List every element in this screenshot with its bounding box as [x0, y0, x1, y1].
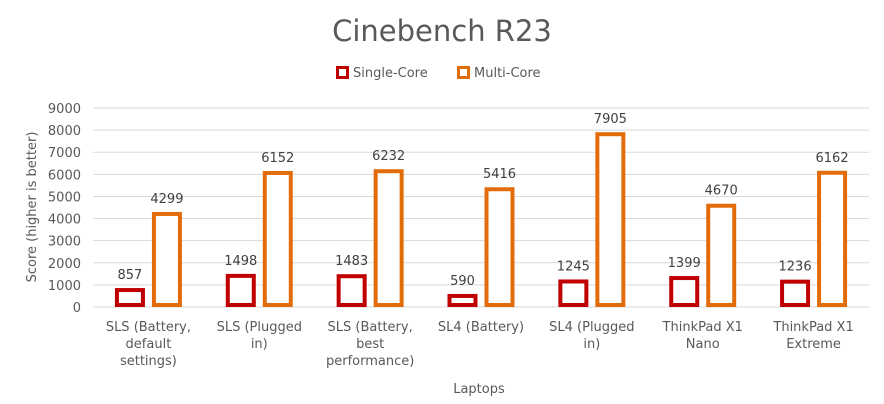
bar-multi-core	[817, 170, 848, 307]
legend-label: Multi-Core	[474, 66, 541, 81]
y-axis-ticks: 0 1000 2000 3000 4000 5000 6000 7000 8000 9000	[48, 102, 81, 316]
x-tick-label: SLS (Battery, default settings)	[106, 320, 191, 369]
y-tick-label: 5000	[48, 190, 81, 205]
y-tick-label: 4000	[48, 213, 81, 228]
y-tick-label: 0	[73, 301, 81, 316]
legend-label: Single-Core	[353, 66, 428, 81]
bar-single-core	[780, 279, 811, 307]
data-label: 6152	[261, 151, 294, 166]
bar-multi-core	[706, 203, 737, 307]
y-tick-label: 3000	[48, 235, 81, 250]
x-tick-label: ThinkPad X1 Nano	[662, 320, 743, 352]
data-label: 4299	[150, 192, 183, 207]
data-labels: 857 4299 1498 6152 1483 6232 590 5416 1245 7905 13…	[118, 112, 849, 289]
data-label: 6232	[372, 149, 405, 164]
data-label: 6162	[816, 151, 849, 166]
data-label: 5416	[483, 167, 516, 182]
bar-multi-core	[262, 170, 293, 307]
x-tick-label: ThinkPad X1 Extreme	[772, 320, 853, 352]
bars	[114, 132, 848, 308]
y-tick-label: 1000	[48, 279, 81, 294]
data-label: 590	[450, 274, 475, 289]
data-label: 7905	[594, 112, 627, 127]
bar-multi-core	[595, 132, 626, 307]
data-label: 857	[118, 268, 143, 283]
data-label: 1236	[779, 260, 812, 275]
y-tick-label: 2000	[48, 257, 81, 272]
y-tick-label: 6000	[48, 168, 81, 183]
data-label: 1399	[668, 256, 701, 271]
y-axis-label: Score (higher is better)	[25, 132, 40, 283]
x-axis-ticks: SLS (Battery, default settings) SLS (Plugge…	[106, 320, 854, 369]
data-label: 4670	[705, 184, 738, 199]
bar-multi-core	[484, 187, 515, 307]
x-tick-label: SLS (Battery, best performance)	[326, 320, 414, 369]
bar-single-core	[336, 274, 367, 308]
bar-single-core	[669, 276, 700, 308]
x-tick-label: SL4 (Battery)	[438, 320, 524, 335]
data-label: 1498	[224, 254, 257, 269]
bar-single-core	[114, 288, 145, 308]
y-tick-label: 9000	[48, 102, 81, 117]
data-label: 1245	[557, 259, 590, 274]
data-label: 1483	[335, 254, 368, 269]
bar-single-core	[447, 293, 478, 307]
x-axis-label: Laptops	[453, 382, 505, 397]
x-tick-label: SLS (Plugged in)	[217, 320, 302, 352]
bar-multi-core	[373, 169, 404, 307]
legend: Single-Core Multi-Core	[336, 66, 541, 81]
gridlines	[93, 107, 869, 308]
bar-multi-core	[151, 211, 182, 307]
legend-swatch	[457, 66, 470, 79]
chart-title: Cinebench R23	[332, 14, 552, 48]
bar-single-core	[558, 279, 589, 308]
legend-swatch	[336, 66, 349, 79]
bar-single-core	[225, 273, 256, 308]
y-tick-label: 7000	[48, 146, 81, 161]
y-tick-label: 8000	[48, 124, 81, 139]
x-tick-label: SL4 (Plugged in)	[549, 320, 634, 352]
